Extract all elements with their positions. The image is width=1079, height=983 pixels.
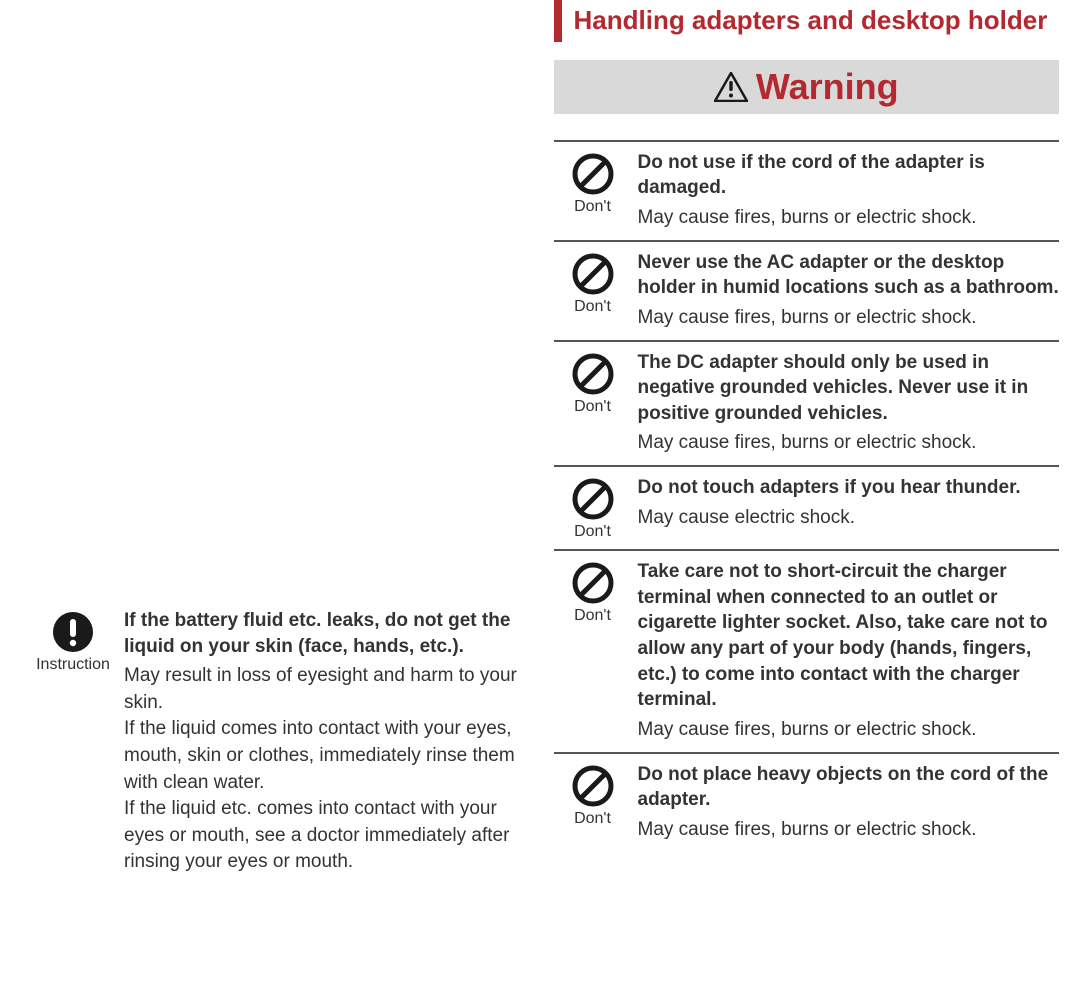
dont-text: Do not place heavy objects on the cord o…	[632, 762, 1060, 844]
dont-item: Don't Do not use if the cord of the adap…	[554, 140, 1060, 240]
dont-item-detail: May cause fires, burns or electric shock…	[638, 430, 1060, 457]
dont-icon-cell: Don't	[554, 150, 632, 232]
instruction-item: Instruction If the battery fluid etc. le…	[28, 600, 526, 884]
dont-item-detail: May cause fires, burns or electric shock…	[638, 817, 1060, 844]
dont-icon-label: Don't	[574, 298, 611, 316]
dont-item-detail: May cause fires, burns or electric shock…	[638, 305, 1060, 332]
dont-text: Never use the AC adapter or the desktop …	[632, 250, 1060, 332]
dont-text: Take care not to short-circuit the charg…	[632, 559, 1060, 743]
page: Instruction If the battery fluid etc. le…	[0, 0, 1079, 983]
dont-item-title: Do not place heavy objects on the cord o…	[638, 762, 1060, 813]
instruction-icon-cell: Instruction	[28, 608, 118, 876]
dont-item: Don't The DC adapter should only be used…	[554, 340, 1060, 466]
dont-item-title: Do not use if the cord of the adapter is…	[638, 150, 1060, 201]
dont-text: Do not touch adapters if you hear thunde…	[632, 475, 1060, 541]
warning-triangle-icon	[714, 72, 748, 102]
warning-banner: Warning	[554, 60, 1060, 114]
dont-icon-cell: Don't	[554, 475, 632, 541]
prohibit-icon	[571, 252, 615, 296]
instruction-icon-label: Instruction	[36, 656, 110, 674]
dont-icon-label: Don't	[574, 607, 611, 625]
dont-text: Do not use if the cord of the adapter is…	[632, 150, 1060, 232]
section-title-wrap: Handling adapters and desktop holder	[554, 0, 1060, 42]
dont-icon-cell: Don't	[554, 350, 632, 458]
section-title: Handling adapters and desktop holder	[574, 0, 1048, 42]
instruction-text: If the battery fluid etc. leaks, do not …	[118, 608, 526, 876]
dont-icon-cell: Don't	[554, 762, 632, 844]
dont-item: Don't Do not place heavy objects on the …	[554, 752, 1060, 852]
right-column: Handling adapters and desktop holder War…	[540, 0, 1079, 983]
instruction-detail: May result in loss of eyesight and harm …	[124, 663, 526, 876]
dont-item-detail: May cause fires, burns or electric shock…	[638, 717, 1060, 744]
dont-item: Don't Do not touch adapters if you hear …	[554, 465, 1060, 549]
dont-text: The DC adapter should only be used in ne…	[632, 350, 1060, 458]
dont-item-title: The DC adapter should only be used in ne…	[638, 350, 1060, 427]
dont-item-title: Never use the AC adapter or the desktop …	[638, 250, 1060, 301]
left-column: Instruction If the battery fluid etc. le…	[0, 0, 540, 983]
dont-item: Don't Take care not to short-circuit the…	[554, 549, 1060, 751]
dont-item-detail: May cause electric shock.	[638, 505, 1060, 532]
prohibit-icon	[571, 764, 615, 808]
items-list: Don't Do not use if the cord of the adap…	[554, 140, 1060, 852]
prohibit-icon	[571, 352, 615, 396]
prohibit-icon	[571, 152, 615, 196]
prohibit-icon	[571, 477, 615, 521]
dont-item-title: Do not touch adapters if you hear thunde…	[638, 475, 1060, 501]
dont-item: Don't Never use the AC adapter or the de…	[554, 240, 1060, 340]
warning-label: Warning	[756, 66, 899, 108]
instruction-title: If the battery fluid etc. leaks, do not …	[124, 608, 526, 659]
section-title-bar	[554, 0, 562, 42]
dont-icon-label: Don't	[574, 398, 611, 416]
dont-icon-label: Don't	[574, 810, 611, 828]
dont-icon-cell: Don't	[554, 250, 632, 332]
dont-icon-cell: Don't	[554, 559, 632, 743]
dont-icon-label: Don't	[574, 198, 611, 216]
instruction-icon	[51, 610, 95, 654]
dont-item-title: Take care not to short-circuit the charg…	[638, 559, 1060, 713]
dont-icon-label: Don't	[574, 523, 611, 541]
prohibit-icon	[571, 561, 615, 605]
dont-item-detail: May cause fires, burns or electric shock…	[638, 205, 1060, 232]
